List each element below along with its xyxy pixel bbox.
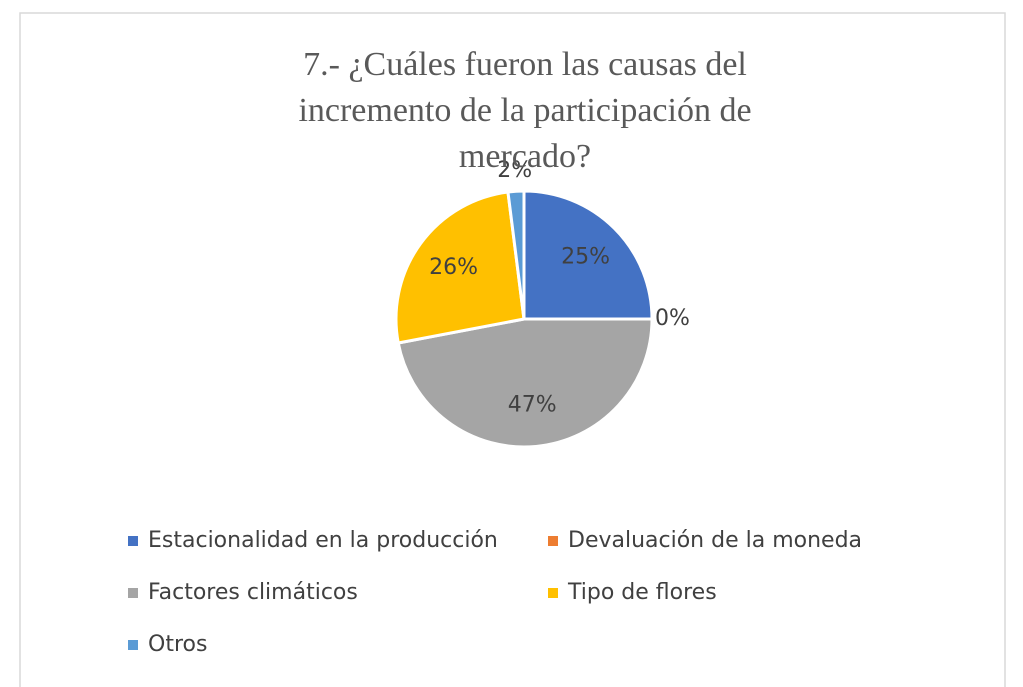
- legend-label: Factores climáticos: [148, 580, 358, 605]
- legend-swatch: [548, 588, 558, 598]
- pie-slice: [394, 190, 526, 345]
- legend-swatch: [548, 536, 558, 546]
- chart-border: [19, 12, 1006, 687]
- legend-label: Otros: [148, 632, 207, 657]
- legend-label: Estacionalidad en la producción: [148, 528, 498, 553]
- legend-label: Tipo de flores: [567, 580, 717, 605]
- pie-slice: [506, 189, 526, 320]
- pie-slice: [396, 317, 654, 449]
- data-label: 0%: [655, 306, 690, 331]
- data-label: 26%: [429, 255, 478, 280]
- chart-title: 7.- ¿Cuáles fueron las causas del increm…: [298, 46, 752, 175]
- legend-swatch: [128, 588, 138, 598]
- pie-slice: [522, 189, 654, 321]
- data-label: 47%: [508, 393, 557, 418]
- data-label: 2%: [497, 158, 532, 183]
- legend-swatch: [128, 640, 138, 650]
- legend-label: Devaluación de la moneda: [568, 528, 862, 553]
- data-label: 25%: [561, 244, 610, 269]
- legend-swatch: [128, 536, 138, 546]
